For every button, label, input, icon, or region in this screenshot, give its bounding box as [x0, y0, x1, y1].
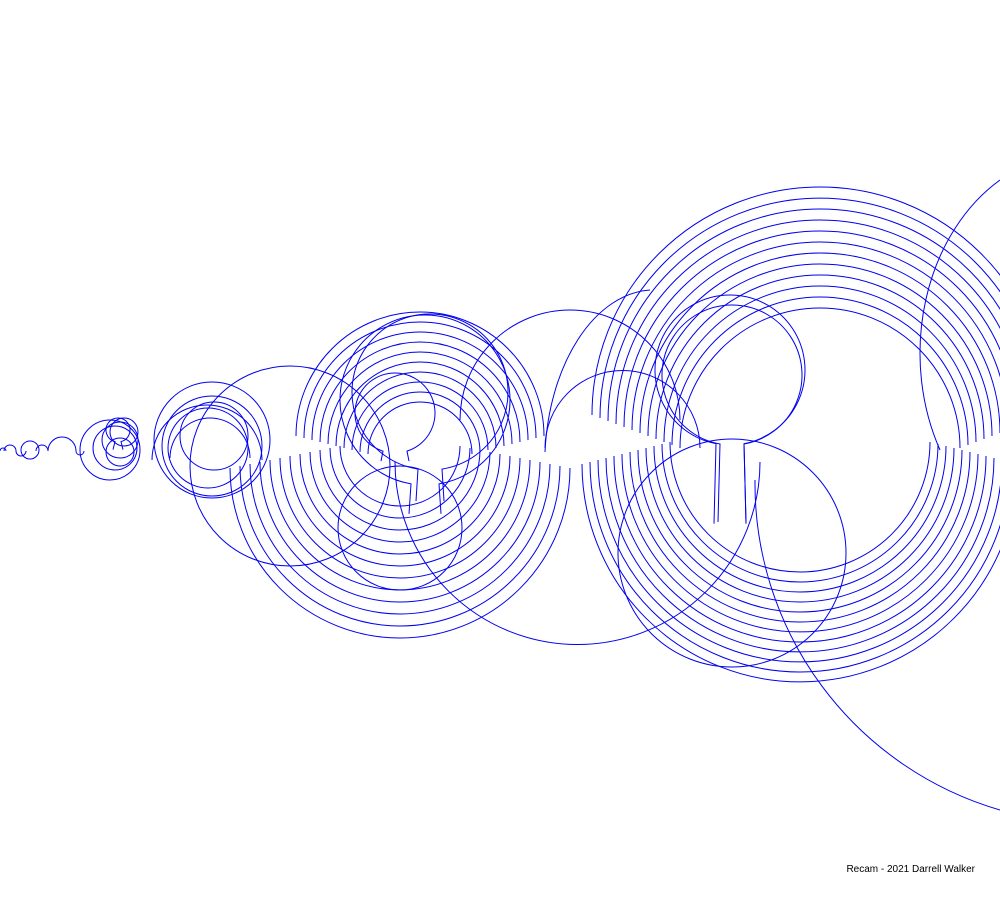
- curve-39: [303, 321, 537, 439]
- curve-74: [654, 294, 806, 524]
- curve-30: [229, 467, 571, 639]
- curve-72: [599, 197, 1000, 419]
- curve-68: [631, 241, 1000, 431]
- curve-66: [647, 263, 993, 437]
- curve-54: [637, 449, 963, 613]
- curve-47: [544, 289, 651, 453]
- curve-10: [109, 417, 139, 447]
- curve-49: [459, 309, 681, 421]
- curve-63: [671, 296, 969, 446]
- curve-48: [394, 461, 761, 645]
- curve-1: [3, 444, 17, 452]
- curve-5: [47, 436, 77, 452]
- curve-26: [269, 459, 531, 591]
- curve-22: [309, 451, 491, 543]
- curve-69: [623, 230, 1000, 428]
- curve-21: [319, 449, 481, 531]
- curve-12: [105, 417, 131, 450]
- curve-29: [239, 465, 561, 627]
- curve-73: [591, 186, 1000, 416]
- recaman-curves: [0, 179, 1000, 811]
- curve-13: [153, 381, 271, 499]
- curve-76: [617, 438, 847, 668]
- curve-71: [607, 208, 1000, 422]
- curve-8: [92, 425, 138, 471]
- curve-25: [279, 457, 521, 579]
- curve-9: [101, 421, 139, 459]
- curve-17: [151, 404, 263, 461]
- curve-53: [645, 447, 955, 603]
- curve-42: [337, 465, 463, 591]
- curve-37: [319, 341, 521, 443]
- curve-60: [589, 461, 1000, 673]
- curve-24: [289, 455, 511, 567]
- curve-67: [639, 252, 1000, 434]
- curve-43: [354, 372, 436, 462]
- curve-27: [259, 461, 541, 603]
- curve-41: [189, 365, 391, 567]
- curve-51: [661, 443, 939, 583]
- curve-0: [0, 447, 7, 452]
- curve-2: [15, 450, 27, 457]
- curve-32: [359, 391, 481, 453]
- curve-36: [327, 351, 513, 445]
- curve-3: [20, 440, 40, 460]
- curve-56: [621, 453, 979, 633]
- curve-50: [669, 441, 931, 573]
- curve-64: [663, 285, 977, 443]
- curve-46: [544, 370, 701, 449]
- curve-14: [161, 395, 263, 497]
- curve-38: [311, 331, 529, 441]
- curve-34: [343, 371, 497, 449]
- curve-45: [351, 313, 509, 502]
- curve-40: [295, 311, 545, 437]
- curve-23: [299, 453, 501, 555]
- curve-59: [597, 459, 1000, 663]
- curve-16: [179, 401, 249, 471]
- curve-20: [329, 447, 471, 519]
- curve-31: [367, 401, 473, 455]
- credit-caption: Recam - 2021 Darrell Walker: [846, 864, 975, 875]
- curve-70: [615, 219, 1000, 425]
- curve-52: [653, 445, 947, 593]
- curve-65: [655, 274, 985, 440]
- curve-28: [249, 463, 551, 615]
- curve-35: [335, 361, 505, 447]
- curve-75: [661, 304, 803, 522]
- curve-77: [919, 179, 1000, 451]
- curve-11: [105, 437, 135, 467]
- curve-78: [754, 479, 1000, 811]
- curve-18: [169, 417, 251, 459]
- curve-55: [629, 451, 971, 623]
- curve-15: [167, 407, 249, 489]
- curve-44: [339, 314, 511, 514]
- curve-62: [679, 307, 961, 449]
- curve-61: [581, 463, 1000, 683]
- curve-7: [79, 419, 141, 481]
- curve-57: [613, 455, 987, 643]
